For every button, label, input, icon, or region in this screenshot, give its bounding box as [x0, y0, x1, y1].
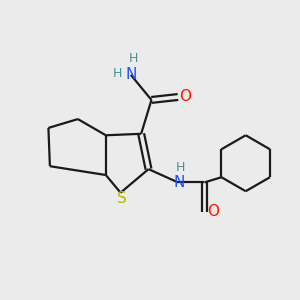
Text: S: S — [117, 191, 127, 206]
Text: H: H — [129, 52, 139, 65]
Text: H: H — [113, 67, 122, 80]
Text: O: O — [179, 89, 191, 104]
Text: N: N — [174, 175, 185, 190]
Text: N: N — [125, 68, 136, 82]
Text: H: H — [176, 160, 186, 174]
Text: O: O — [207, 204, 219, 219]
